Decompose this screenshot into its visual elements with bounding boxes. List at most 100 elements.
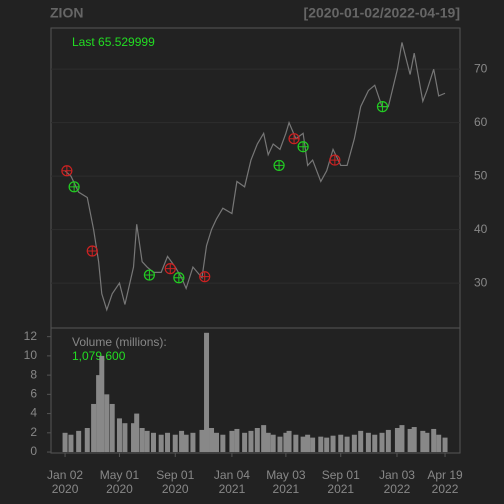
volume-bar: [234, 428, 240, 453]
volume-bar: [99, 355, 105, 453]
volume-bar: [229, 430, 235, 453]
signal-cross: [199, 271, 210, 282]
volume-bar: [179, 430, 185, 453]
volume-bar: [372, 434, 378, 453]
y-tick-label: 30: [474, 275, 488, 289]
volume-bar: [379, 432, 385, 453]
volume-bar: [424, 432, 430, 453]
x-tick-label: May 03 2021: [266, 468, 306, 496]
y2-tick-label: 12: [24, 329, 38, 343]
x-tick-label: Jan 03 2022: [379, 468, 415, 496]
volume-bar: [300, 436, 306, 453]
volume-bar: [293, 434, 299, 453]
volume-bar: [91, 403, 97, 453]
volume-bar: [214, 432, 220, 453]
volume-bar: [310, 437, 316, 453]
volume-bar: [305, 434, 311, 453]
volume-bar: [286, 430, 292, 453]
chart-title: ZION: [50, 5, 83, 21]
volume-bar: [261, 425, 267, 453]
volume-bar: [220, 434, 226, 453]
x-tick-label: Apr 19 2022: [427, 468, 463, 496]
volume-bar: [204, 332, 210, 453]
volume-bar: [165, 432, 171, 453]
volume-bar: [248, 430, 254, 453]
volume-bar: [116, 418, 122, 453]
volume-bar: [68, 434, 74, 453]
last-price: Last 65.529999: [72, 35, 155, 49]
signal-cross: [69, 181, 80, 192]
volume-bar: [270, 434, 276, 453]
volume-bar: [76, 430, 82, 453]
volume-label: Volume (millions):: [72, 335, 167, 349]
y2-tick-label: 4: [30, 406, 37, 420]
volume-bar: [436, 434, 442, 453]
volume-bar: [365, 432, 371, 453]
volume-bar: [150, 432, 156, 453]
y2-tick-label: 2: [30, 425, 37, 439]
volume-bar: [411, 427, 417, 453]
volume-bar: [158, 434, 164, 453]
volume-bar: [131, 423, 137, 453]
x-tick-label: Jan 02 2020: [47, 468, 83, 496]
signal-cross: [144, 270, 155, 281]
x-tick-label: Sep 01 2021: [322, 468, 360, 496]
y2-tick-label: 10: [24, 348, 38, 362]
price-line: [64, 42, 446, 312]
volume-bar: [62, 432, 68, 453]
volume-bar: [254, 428, 260, 453]
volume-bar: [209, 428, 215, 453]
signal-cross: [87, 245, 98, 256]
volume-bar: [242, 432, 248, 453]
volume-last: 1,079,600: [72, 349, 126, 363]
signal-cross: [61, 165, 72, 176]
volume-bar: [330, 435, 336, 453]
volume-bar: [84, 428, 90, 453]
volume-bar: [190, 432, 196, 453]
date-range: [2020-01-02/2022-04-19]: [304, 5, 460, 21]
volume-bar: [104, 394, 110, 453]
volume-bar: [265, 432, 271, 453]
volume-bar: [139, 428, 145, 453]
volume-bar: [122, 423, 128, 453]
volume-bar: [277, 436, 283, 453]
volume-bar: [283, 432, 289, 453]
volume-bar: [324, 437, 330, 453]
signal-cross: [173, 272, 184, 283]
volume-bar: [351, 434, 357, 453]
volume-bar: [394, 428, 400, 453]
signal-cross: [377, 101, 388, 112]
volume-bar: [407, 428, 413, 453]
volume-bar: [385, 429, 391, 453]
volume-panel: [50, 327, 461, 454]
y-tick-label: 70: [474, 61, 488, 75]
y-tick-label: 40: [474, 222, 488, 236]
volume-bar: [431, 428, 437, 453]
volume-bar: [344, 436, 350, 453]
signal-cross: [165, 263, 176, 274]
y2-tick-label: 8: [30, 367, 37, 381]
signal-cross: [298, 141, 309, 152]
volume-bar: [109, 403, 115, 453]
volume-bar: [183, 434, 189, 453]
volume-bar: [144, 430, 150, 453]
signal-cross: [329, 155, 340, 166]
y-tick-label: 60: [474, 115, 488, 129]
signal-cross: [274, 160, 285, 171]
x-tick-label: May 01 2020: [100, 468, 140, 496]
volume-bar: [338, 434, 344, 453]
volume-bar: [96, 375, 102, 453]
signal-cross: [289, 133, 300, 144]
x-tick-label: Sep 01 2020: [156, 468, 194, 496]
y-tick-label: 50: [474, 168, 488, 182]
volume-bar: [399, 425, 405, 453]
volume-bar: [358, 430, 364, 453]
volume-bar: [199, 429, 205, 453]
volume-bar: [134, 413, 140, 453]
x-tick-label: Jan 04 2021: [214, 468, 250, 496]
y2-tick-label: 0: [30, 444, 37, 458]
volume-bar: [420, 430, 426, 453]
volume-bar: [172, 434, 178, 453]
volume-bar: [318, 436, 324, 453]
